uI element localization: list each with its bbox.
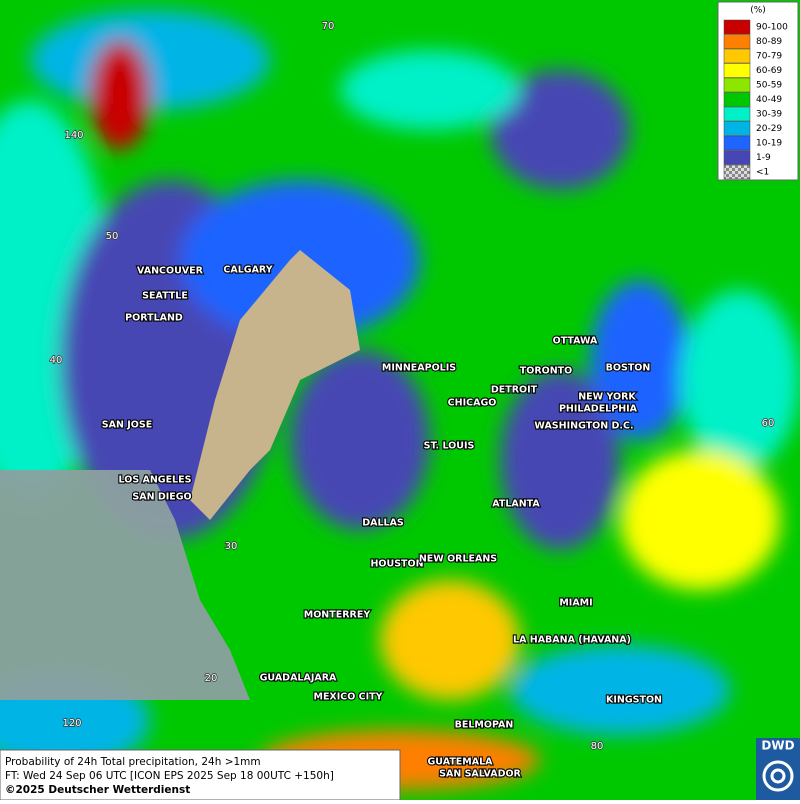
legend-unit: (%) bbox=[750, 6, 766, 16]
legend-swatch bbox=[723, 121, 751, 136]
grid-label: 140 bbox=[64, 130, 83, 141]
legend-label: 30-39 bbox=[756, 110, 782, 120]
logo: DWD bbox=[756, 738, 800, 800]
city-label: KINGSTON bbox=[606, 695, 662, 706]
legend-swatch bbox=[723, 63, 751, 78]
city-label: TORONTO bbox=[520, 366, 572, 377]
city-label: PORTLAND bbox=[125, 313, 183, 324]
city-label: CHICAGO bbox=[448, 398, 497, 409]
legend-swatch bbox=[723, 164, 751, 180]
legend-label: 90-100 bbox=[756, 23, 788, 33]
legend-swatch bbox=[723, 48, 751, 64]
city-label: WASHINGTON D.C. bbox=[534, 421, 633, 432]
city-label: SAN JOSE bbox=[102, 420, 152, 431]
logo-text: DWD bbox=[761, 739, 794, 753]
legend-swatch bbox=[723, 150, 751, 165]
city-label: BELMOPAN bbox=[455, 720, 514, 731]
grid-label: 120 bbox=[62, 718, 81, 729]
legend-label: 10-19 bbox=[756, 139, 782, 149]
grid-labels: 70 140 50 40 60 30 20 120 80 bbox=[49, 20, 775, 753]
city-label: ST. LOUIS bbox=[424, 441, 475, 452]
grid-label: 30 bbox=[225, 541, 238, 552]
city-label: ATLANTA bbox=[492, 499, 540, 510]
legend-label: 70-79 bbox=[756, 52, 782, 62]
grid-label: 50 bbox=[106, 231, 119, 242]
legend-swatch bbox=[723, 19, 751, 35]
footer-forecast: FT: Wed 24 Sep 06 UTC [ICON EPS 2025 Sep… bbox=[5, 770, 334, 782]
city-label: CALGARY bbox=[223, 265, 272, 276]
city-label: NEW YORK bbox=[578, 392, 636, 403]
city-label: GUADALAJARA bbox=[260, 673, 337, 684]
city-label: VANCOUVER bbox=[137, 266, 204, 277]
city-label: BOSTON bbox=[606, 363, 651, 374]
city-label: SAN SALVADOR bbox=[439, 769, 521, 780]
footer: Probability of 24h Total precipitation, … bbox=[0, 749, 401, 801]
city-label: MIAMI bbox=[559, 598, 592, 609]
city-label: OTTAWA bbox=[553, 336, 598, 347]
city-label: PHILADELPHIA bbox=[559, 404, 638, 415]
legend: (%) 90-100 80-89 70-79 60-69 50-59 40-49 30-39… bbox=[717, 1, 799, 181]
legend-swatch bbox=[723, 106, 751, 122]
legend-swatch bbox=[723, 77, 751, 93]
city-label: MEXICO CITY bbox=[313, 692, 382, 703]
legend-label: 1-9 bbox=[756, 153, 771, 163]
grid-label: 40 bbox=[50, 355, 63, 366]
grid-label: 70 bbox=[322, 21, 335, 32]
grid-label: 60 bbox=[762, 418, 775, 429]
legend-swatch bbox=[723, 34, 751, 49]
legend-label: <1 bbox=[756, 168, 769, 178]
city-label: LA HABANA (HAVANA) bbox=[513, 635, 631, 646]
city-label: MINNEAPOLIS bbox=[382, 363, 456, 374]
city-label: GUATEMALA bbox=[427, 757, 493, 768]
city-label: MONTERREY bbox=[304, 610, 371, 621]
footer-copyright: ©2025 Deutscher Wetterdienst bbox=[5, 784, 190, 796]
city-label: NEW ORLEANS bbox=[419, 554, 497, 565]
footer-title: Probability of 24h Total precipitation, … bbox=[5, 756, 261, 768]
city-label: LOS ANGELES bbox=[119, 475, 192, 486]
city-labels: VANCOUVER CALGARY SEATTLE PORTLAND SAN JOSE L… bbox=[101, 263, 663, 780]
legend-label: 40-49 bbox=[756, 95, 782, 105]
legend-swatch bbox=[723, 92, 751, 107]
grid-label: 80 bbox=[591, 741, 604, 752]
city-label: DALLAS bbox=[362, 518, 404, 529]
legend-label: 50-59 bbox=[756, 81, 782, 91]
city-label: HOUSTON bbox=[370, 559, 423, 570]
city-label: SAN DIEGO bbox=[132, 492, 191, 503]
grid-label: 20 bbox=[205, 673, 218, 684]
legend-label: 20-29 bbox=[756, 124, 782, 134]
city-label: SEATTLE bbox=[142, 291, 188, 302]
city-label: DETROIT bbox=[491, 385, 538, 396]
legend-label: 60-69 bbox=[756, 66, 782, 76]
legend-label: 80-89 bbox=[756, 37, 782, 47]
legend-swatch bbox=[723, 135, 751, 151]
